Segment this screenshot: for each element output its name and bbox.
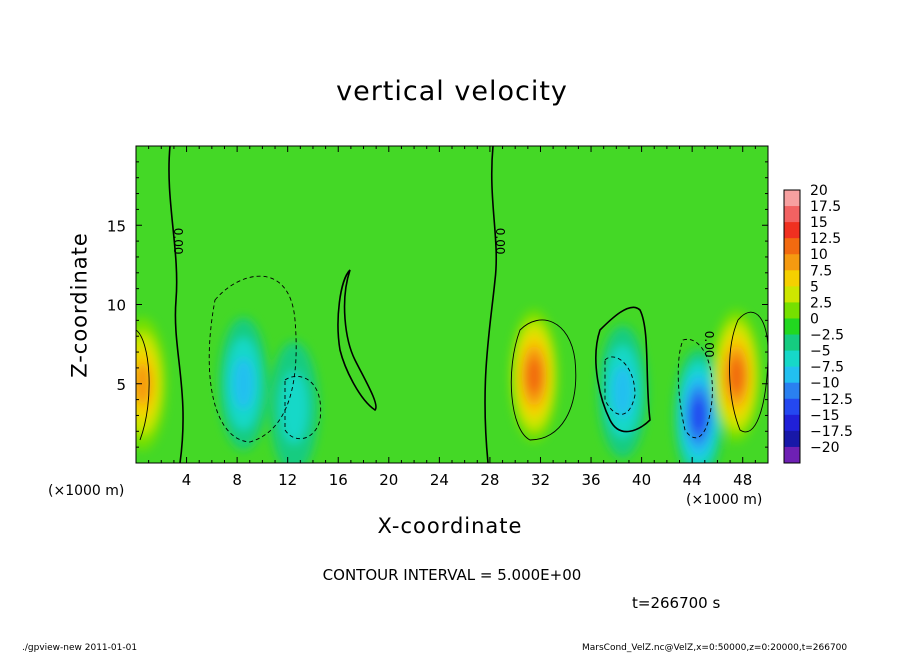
positive-contour xyxy=(510,319,577,441)
positive-contour xyxy=(729,311,768,433)
x-tick-label: 40 xyxy=(632,471,651,489)
colorbar-label: 15 xyxy=(810,215,828,231)
colorbar-swatch xyxy=(784,206,800,223)
colorbar-label: 7.5 xyxy=(810,263,832,279)
contour-interval: CONTOUR INTERVAL = 5.000E+00 xyxy=(322,566,582,584)
x-tick-label: 28 xyxy=(480,471,499,489)
x-tick-label: 12 xyxy=(278,471,297,489)
x-tick-label: 44 xyxy=(683,471,702,489)
updraft-cell xyxy=(526,357,543,394)
colorbar-label: −20 xyxy=(810,440,840,456)
colorbar-swatch xyxy=(784,366,800,384)
y-axis-label: Z-coordinate xyxy=(67,232,92,378)
plot-area: 0.00 0.00 0.00 xyxy=(136,146,768,463)
contour-label: 0.00 xyxy=(171,228,185,255)
footer-left: ./gpview-new 2011-01-01 xyxy=(22,643,138,653)
colorbar-label: −5 xyxy=(810,344,831,360)
y-unit-label: (×1000 m) xyxy=(48,483,125,499)
colorbar-swatch xyxy=(784,430,800,448)
x-tick-label: 48 xyxy=(733,471,752,489)
negative-contour xyxy=(208,275,297,443)
colorbar-swatch xyxy=(784,446,800,464)
positive-contour xyxy=(136,329,150,441)
zero-contour xyxy=(168,146,184,463)
colorbar-label: −2.5 xyxy=(810,328,844,344)
colorbar-label: −10 xyxy=(810,376,840,392)
updraft-cell xyxy=(728,357,745,394)
contour-lines xyxy=(136,146,768,463)
colorbar-swatch xyxy=(784,334,800,352)
colorbar-swatch xyxy=(784,270,800,287)
updraft-cell xyxy=(136,362,152,405)
colorbar-swatch xyxy=(784,190,800,207)
contour-label: 0.00 xyxy=(493,228,507,255)
colorbar-label: 20 xyxy=(810,183,828,199)
downdraft-cell xyxy=(690,397,707,434)
colorbar-swatch xyxy=(784,414,800,432)
colorbar-swatch xyxy=(784,222,800,239)
colorbar-label: −7.5 xyxy=(810,360,844,376)
x-tick-label: 36 xyxy=(581,471,600,489)
colorbar: 2017.51512.5107.552.50−2.5−5−7.5−10−12.5… xyxy=(783,183,853,464)
colorbar-label: 2.5 xyxy=(810,295,832,311)
x-tick-label: 4 xyxy=(182,471,192,489)
chart-title: vertical velocity xyxy=(336,76,568,107)
downdraft-cell xyxy=(232,357,255,410)
negative-contour xyxy=(677,338,713,439)
time-label: t=266700 s xyxy=(632,594,721,612)
zero-contour xyxy=(484,146,498,463)
colorbar-swatch xyxy=(784,238,800,255)
colorbar-frame xyxy=(783,189,801,464)
y-tick-label: 15 xyxy=(107,217,126,235)
colorbar-label: −15 xyxy=(810,408,840,424)
x-tick-label: 32 xyxy=(531,471,550,489)
downdraft-cell xyxy=(611,365,634,418)
colorbar-swatch xyxy=(784,318,800,336)
downdraft-cell xyxy=(279,371,309,444)
x-axis-label: X-coordinate xyxy=(377,514,523,538)
colorbar-swatch xyxy=(784,382,800,400)
colorbar-label: 0 xyxy=(810,311,819,327)
negative-contour xyxy=(604,356,636,415)
colorbar-label: 17.5 xyxy=(810,199,841,215)
colorbar-swatch xyxy=(784,398,800,416)
colorbar-label: 5 xyxy=(810,279,819,295)
colorbar-label: −17.5 xyxy=(810,424,853,440)
x-tick-label: 24 xyxy=(430,471,449,489)
colorbar-label: 10 xyxy=(810,247,828,263)
x-tick-label: 20 xyxy=(379,471,398,489)
zero-contour xyxy=(337,269,377,412)
colorbar-swatch xyxy=(784,302,800,319)
x-tick-label: 8 xyxy=(232,471,242,489)
colorbar-label: 12.5 xyxy=(810,231,841,247)
zero-contour xyxy=(595,306,651,433)
y-tick-label: 10 xyxy=(107,297,126,315)
x-tick-label: 16 xyxy=(329,471,348,489)
colorbar-swatch xyxy=(784,350,800,368)
negative-contour xyxy=(284,376,322,440)
colorbar-swatch xyxy=(784,286,800,303)
footer-right: MarsCond_VelZ.nc@VelZ,x=0:50000,z=0:2000… xyxy=(582,643,848,653)
colorbar-swatch xyxy=(784,254,800,271)
contour-label: 0.00 xyxy=(702,331,716,358)
x-unit-label: (×1000 m) xyxy=(686,492,763,508)
colorbar-label: −12.5 xyxy=(810,392,853,408)
y-tick-label: 5 xyxy=(116,376,126,394)
